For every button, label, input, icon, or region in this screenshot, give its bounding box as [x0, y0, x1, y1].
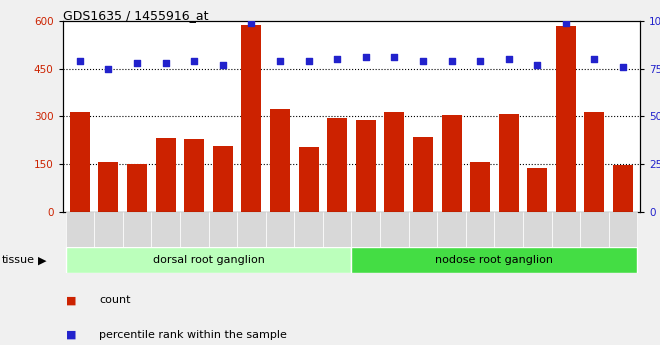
- FancyBboxPatch shape: [65, 212, 94, 247]
- FancyBboxPatch shape: [552, 212, 580, 247]
- Bar: [556, 26, 576, 212]
- Point: [332, 56, 343, 62]
- Bar: [384, 112, 405, 212]
- FancyBboxPatch shape: [151, 212, 180, 247]
- Point: [475, 58, 485, 64]
- Point: [275, 58, 285, 64]
- Bar: [127, 164, 147, 212]
- Bar: [156, 138, 176, 212]
- FancyBboxPatch shape: [351, 212, 380, 247]
- Bar: [213, 146, 233, 212]
- Point: [560, 20, 571, 26]
- FancyBboxPatch shape: [580, 212, 609, 247]
- Point: [246, 20, 257, 26]
- Bar: [585, 112, 605, 212]
- Text: ▶: ▶: [38, 256, 47, 265]
- Text: dorsal root ganglion: dorsal root ganglion: [152, 255, 265, 265]
- Point: [446, 58, 457, 64]
- Text: GDS1635 / 1455916_at: GDS1635 / 1455916_at: [63, 9, 208, 22]
- FancyBboxPatch shape: [523, 212, 552, 247]
- Point: [160, 60, 171, 66]
- Text: ■: ■: [66, 330, 77, 339]
- Point: [532, 62, 543, 68]
- FancyBboxPatch shape: [437, 212, 466, 247]
- FancyBboxPatch shape: [237, 212, 266, 247]
- FancyBboxPatch shape: [123, 212, 151, 247]
- FancyBboxPatch shape: [466, 212, 494, 247]
- FancyBboxPatch shape: [294, 212, 323, 247]
- Bar: [527, 168, 547, 212]
- Bar: [242, 26, 261, 212]
- Point: [360, 54, 371, 60]
- Text: count: count: [99, 295, 131, 305]
- Point: [418, 58, 428, 64]
- Bar: [613, 165, 633, 212]
- Bar: [298, 147, 319, 212]
- Bar: [442, 115, 461, 212]
- Bar: [184, 139, 204, 212]
- Bar: [270, 109, 290, 212]
- Bar: [413, 137, 433, 212]
- Bar: [356, 120, 376, 212]
- Text: nodose root ganglion: nodose root ganglion: [436, 255, 553, 265]
- Point: [218, 62, 228, 68]
- Point: [103, 66, 114, 71]
- Bar: [98, 162, 118, 212]
- FancyBboxPatch shape: [180, 212, 209, 247]
- FancyBboxPatch shape: [494, 212, 523, 247]
- FancyBboxPatch shape: [65, 247, 351, 273]
- FancyBboxPatch shape: [409, 212, 437, 247]
- Point: [504, 56, 514, 62]
- FancyBboxPatch shape: [94, 212, 123, 247]
- Point: [589, 56, 600, 62]
- Text: tissue: tissue: [2, 256, 35, 265]
- FancyBboxPatch shape: [209, 212, 237, 247]
- Bar: [327, 118, 347, 212]
- FancyBboxPatch shape: [351, 247, 638, 273]
- Point: [75, 58, 85, 64]
- FancyBboxPatch shape: [266, 212, 294, 247]
- Point: [389, 54, 399, 60]
- Text: ■: ■: [66, 295, 77, 305]
- Point: [189, 58, 199, 64]
- Point: [618, 64, 628, 69]
- Text: percentile rank within the sample: percentile rank within the sample: [99, 330, 287, 339]
- FancyBboxPatch shape: [609, 212, 638, 247]
- FancyBboxPatch shape: [380, 212, 409, 247]
- Bar: [470, 162, 490, 212]
- Point: [304, 58, 314, 64]
- Bar: [499, 114, 519, 212]
- FancyBboxPatch shape: [323, 212, 351, 247]
- Point: [132, 60, 143, 66]
- Bar: [70, 112, 90, 212]
